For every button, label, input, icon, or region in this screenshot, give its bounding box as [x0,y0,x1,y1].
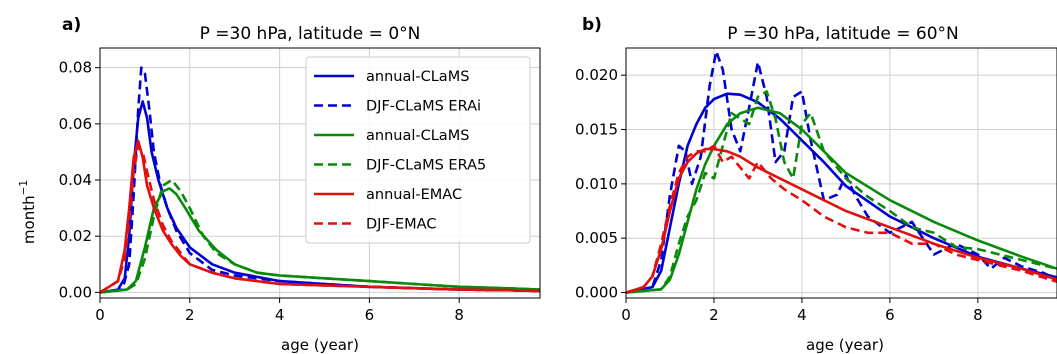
legend-entry-label: DJF-CLaMS ERAi [366,99,481,115]
panel-a: a) P =30 hPa, latitude = 0°N 0 2 4 6 8 0.00 0.… [18,15,541,354]
panel-a-title: P =30 hPa, latitude = 0°N [200,24,421,44]
panel-a-legend: annual-CLaMS DJF-CLaMS ERAi annual-CLaMS DJ… [305,56,531,244]
panel-b: b) P =30 hPa, latitude = 60°N 0 2 4 6 8 0.000… [575,15,1057,354]
panel-b-xtick-label: 0 [621,306,631,324]
panel-a-ylabel-exponent: −1 [18,180,30,195]
panel-b-series-2-line [626,106,1057,294]
panel-b-series-4-line [626,147,1057,294]
panel-b-title: P =30 hPa, latitude = 60°N [727,24,959,44]
panel-b-series-3-line [626,90,1057,294]
panel-a-xtick-label: 0 [95,306,105,324]
panel-a-xtick-label: 6 [365,306,375,324]
panel-a-label: a) [62,15,81,35]
panel-b-series-1-line [626,50,1057,294]
panel-b-ticks: 0 2 4 6 8 0.000 0.005 0.010 0.015 0.020 [575,66,983,324]
panel-a-ylabel-unit: month [20,195,38,244]
panel-a-series-2-line [100,187,540,294]
panel-b-ytick-label: 0.015 [575,121,618,139]
panel-a-ytick-label: 0.08 [59,59,92,77]
panel-b-ytick-label: 0.010 [575,175,618,193]
panel-a-ytick-label: 0.02 [59,227,92,245]
panel-a-ticks: 0 2 4 6 8 0.00 0.02 0.04 0.06 0.08 [59,59,464,324]
legend-frame [305,56,531,244]
panel-a-series-3-line [100,178,540,294]
panel-a-xlabel: age (year) [281,336,359,354]
panel-a-xtick-label: 4 [275,306,285,324]
panel-b-ytick-label: 0.005 [575,229,618,247]
panel-a-ytick-label: 0.00 [59,283,92,301]
legend-entry-label: annual-CLaMS [366,69,469,85]
panel-b-series-5-line [626,144,1057,294]
panel-b-label: b) [582,15,602,35]
legend-entries: annual-CLaMS DJF-CLaMS ERAi annual-CLaMS DJ… [314,69,486,233]
panel-a-series [100,66,540,294]
panel-a-ytick-label: 0.06 [59,115,92,133]
legend-entry-label: annual-CLaMS [366,128,469,144]
legend-entry-label: annual-EMAC [366,187,462,203]
legend-entry-label: DJF-EMAC [366,217,436,233]
panel-b-xtick-label: 2 [709,306,719,324]
legend-entry-label: DJF-CLaMS ERA5 [366,158,486,174]
panel-b-frame [625,47,1057,299]
panel-a-series-5-line [100,145,540,294]
panel-b-xtick-label: 8 [973,306,983,324]
panel-a-ytick-label: 0.04 [59,171,92,189]
panel-b-ytick-label: 0.000 [575,284,618,302]
panel-b-xtick-label: 4 [797,306,807,324]
panel-b-xlabel: age (year) [806,336,884,354]
panel-a-xtick-label: 2 [185,306,195,324]
panel-b-ytick-label: 0.020 [575,66,618,84]
panel-a-frame [99,47,541,299]
panel-b-series [626,50,1057,294]
panel-a-ylabel: month−1 [18,180,38,244]
panel-b-xtick-label: 6 [885,306,895,324]
panel-a-series-4-line [100,139,540,294]
panel-a-xtick-label: 8 [454,306,464,324]
